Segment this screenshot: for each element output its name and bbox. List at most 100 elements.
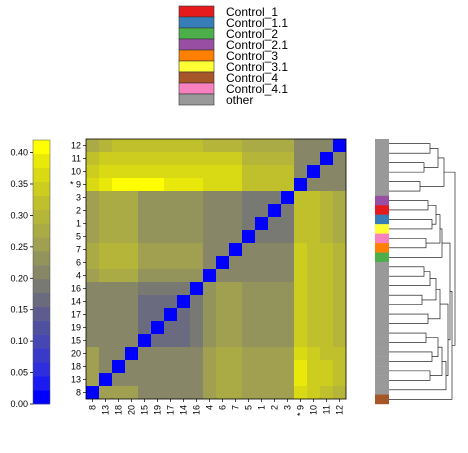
col-label: 2 <box>270 405 280 410</box>
heatmap-cell <box>203 217 217 231</box>
heatmap-cell <box>138 165 152 179</box>
dendrogram-link <box>442 242 451 341</box>
heatmap-cell <box>164 204 178 218</box>
heatmap-cell <box>177 269 191 283</box>
legend-swatch <box>178 38 215 51</box>
heatmap-cell <box>203 204 217 218</box>
colorbar-segment <box>33 237 50 252</box>
heatmap-cell <box>216 204 230 218</box>
heatmap-cell <box>216 386 230 400</box>
heatmap-cell <box>255 139 269 153</box>
heatmap-cell <box>294 282 308 296</box>
heatmap-cell <box>242 321 256 335</box>
colorbar-segment <box>33 334 50 349</box>
heatmap-cell <box>138 243 152 257</box>
sidebar-cell <box>375 290 389 301</box>
heatmap-cell <box>281 191 295 205</box>
sidebar-cell <box>375 243 389 253</box>
heatmap-cell <box>333 191 347 205</box>
heatmap-cell <box>190 178 204 192</box>
sidebar-cell <box>375 337 389 348</box>
heatmap-cell <box>255 230 269 244</box>
heatmap-cell <box>138 152 152 166</box>
colorbar-segment <box>33 153 50 169</box>
heatmap-cell <box>138 334 152 348</box>
heatmap-cell <box>190 360 204 374</box>
heatmap-cell <box>138 269 152 283</box>
heatmap-cell <box>229 334 243 348</box>
legend-swatch <box>178 49 215 62</box>
heatmap-cell <box>320 256 334 270</box>
heatmap-cell <box>138 373 152 387</box>
heatmap-cell <box>320 178 334 192</box>
heatmap-cell <box>229 178 243 192</box>
colorbar-segment <box>33 265 50 280</box>
heatmap-cell <box>281 321 295 335</box>
heatmap-cell <box>294 165 308 179</box>
col-label: 20 <box>127 405 137 415</box>
heatmap-cell <box>112 295 126 309</box>
heatmap-cell <box>125 269 139 283</box>
heatmap-cell <box>216 139 230 153</box>
heatmap-cell <box>320 191 334 205</box>
colorbar-tick-label: 0.05 <box>10 368 28 378</box>
heatmap-cell <box>151 256 165 270</box>
heatmap-cell <box>242 347 256 361</box>
heatmap-cell <box>190 373 204 387</box>
heatmap-cell <box>190 282 204 296</box>
heatmap-cell <box>164 321 178 335</box>
heatmap-cell <box>164 230 178 244</box>
heatmap-cell <box>229 191 243 205</box>
heatmap-cell <box>229 204 243 218</box>
heatmap-cell <box>112 256 126 270</box>
heatmap-cell <box>86 152 100 166</box>
dendrogram-link <box>424 148 439 168</box>
sidebar-cell <box>375 252 389 263</box>
heatmap-cell <box>177 191 191 205</box>
heatmap-cell <box>281 165 295 179</box>
heatmap-cell <box>216 230 230 244</box>
heatmap-cell <box>151 230 165 244</box>
col-label: 6 <box>218 405 228 410</box>
legend-label: Control_1 <box>226 5 278 19</box>
colorbar-segment <box>33 376 50 391</box>
heatmap-cell <box>333 334 347 348</box>
sidebar-cell <box>375 176 389 187</box>
row-label: 17 <box>71 310 81 320</box>
heatmap-cell <box>151 308 165 322</box>
heatmap-cell <box>255 204 269 218</box>
colorbar: 0.00 0.05 0.10 0.15 0.20 0.25 0.30 0.35 0.40 <box>10 139 51 409</box>
heatmap-cell <box>307 321 321 335</box>
heatmap-cell <box>138 308 152 322</box>
col-label: 12 <box>335 405 345 415</box>
dendrogram-link <box>389 370 431 381</box>
colorbar-tick-label: 0.00 <box>10 399 28 409</box>
heatmap-cell <box>151 373 165 387</box>
heatmap-cell <box>138 178 152 192</box>
heatmap-cell <box>294 191 308 205</box>
sidebar-cell <box>375 280 389 291</box>
heatmap-cell <box>112 360 126 374</box>
heatmap-cell <box>242 308 256 322</box>
heatmap-cell <box>112 152 126 166</box>
heatmap-cell <box>86 321 100 335</box>
heatmap-cell <box>151 360 165 374</box>
heatmap-cell <box>177 347 191 361</box>
heatmap-cell <box>112 191 126 205</box>
heatmap-cell <box>320 152 334 166</box>
heatmap-cell <box>268 360 282 374</box>
heatmap-cell <box>255 217 269 231</box>
heatmap-cell <box>307 139 321 153</box>
heatmap-cell <box>307 230 321 244</box>
heatmap-cell <box>281 386 295 400</box>
legend-swatch <box>178 60 215 73</box>
heatmap-cell <box>99 373 113 387</box>
heatmap-cell <box>86 256 100 270</box>
heatmap-cell <box>320 386 334 400</box>
colorbar-segment <box>33 278 50 294</box>
colorbar-segment <box>33 251 50 266</box>
sidebar-cell <box>375 262 389 272</box>
dendrogram-link <box>422 278 437 301</box>
heatmap-cell <box>112 282 126 296</box>
heatmap-cell <box>320 269 334 283</box>
